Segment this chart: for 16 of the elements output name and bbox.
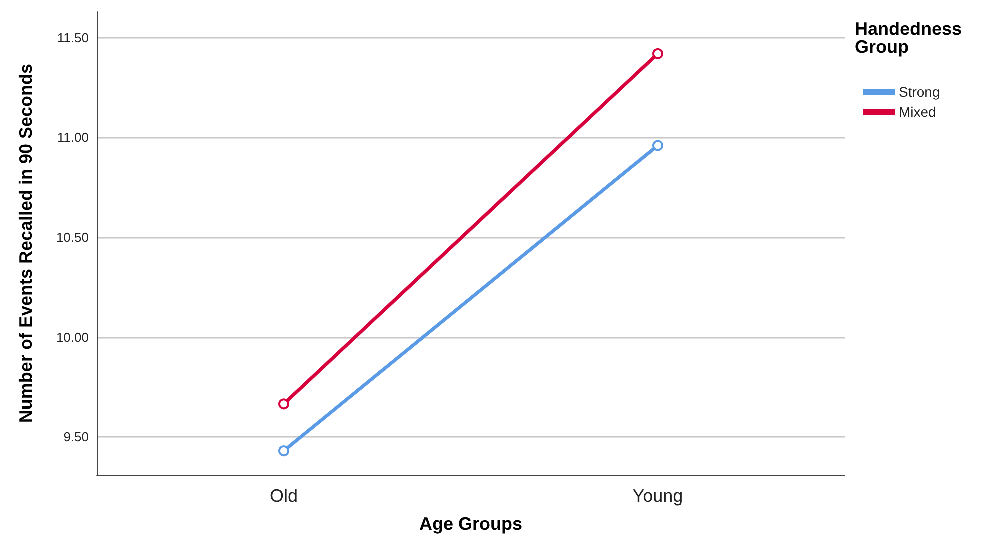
x-tick-label: Young [632,486,684,506]
y-tick-label: 10.00 [56,330,89,345]
legend-title: Handedness Group [855,19,968,57]
x-tick-label: Old [270,486,298,506]
y-axis-title: Number of Events Recalled in 90 Seconds [16,64,36,424]
point [278,398,290,410]
point [652,140,664,152]
legend-label: Strong [899,84,940,100]
legend-label: Mixed [899,104,936,120]
y-tick-label: 9.50 [64,430,89,445]
point [652,48,664,60]
y-tick-label: 11.00 [57,130,89,146]
y-tick-label: 11.50 [57,30,89,46]
y-tick-label: 10.50 [56,230,89,246]
point [278,446,290,457]
x-axis-title: Age Groups [419,514,523,534]
